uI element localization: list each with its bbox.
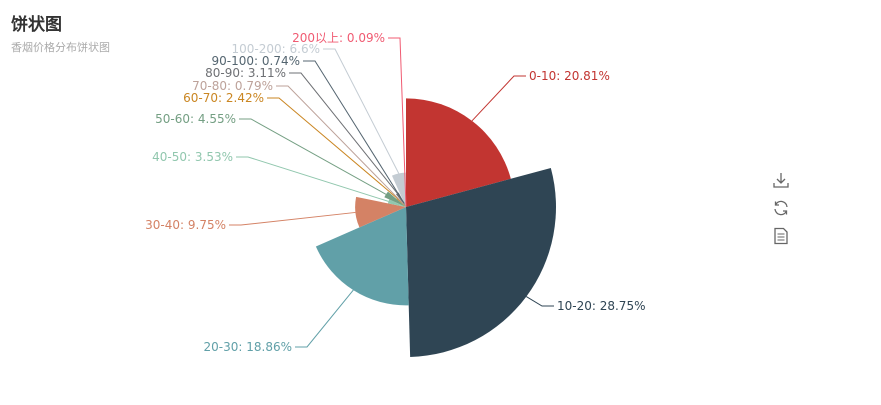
label-line (526, 296, 554, 307)
slice-label: 30-40: 9.75% (145, 218, 226, 232)
toolbox (771, 170, 791, 254)
pie-slice[interactable] (355, 196, 406, 228)
label-line (239, 118, 387, 195)
label-line (229, 211, 356, 226)
pie-slice[interactable] (315, 207, 409, 306)
slice-label: 20-30: 18.86% (204, 340, 292, 354)
slice-label: 70-80: 0.79% (192, 79, 273, 93)
slice-labels: 0-10: 20.81% 10-20: 28.75% 20-30: 18.86% 30… (145, 31, 645, 354)
slice-label: 40-50: 3.53% (152, 150, 233, 164)
slice-label: 50-60: 4.55% (155, 112, 236, 126)
pie-slice[interactable] (406, 98, 511, 207)
label-line (295, 289, 354, 348)
label-line (267, 97, 398, 199)
pie-slice[interactable] (384, 191, 406, 207)
label-line (323, 48, 400, 174)
slice-label: 200以上: 0.09% (292, 31, 385, 45)
pie-slice[interactable] (387, 199, 406, 207)
slice-label: 100-200: 6.6% (232, 42, 320, 56)
pie-slice[interactable] (403, 203, 406, 207)
label-lines (229, 37, 554, 348)
data-view-icon[interactable] (771, 226, 791, 246)
label-line (276, 85, 404, 205)
chart-subtitle: 香烟价格分布饼状图 (11, 41, 110, 54)
label-line (236, 156, 389, 202)
refresh-icon[interactable] (771, 198, 791, 218)
label-line (388, 37, 407, 207)
label-line (303, 60, 405, 204)
slice-label: 60-70: 2.42% (183, 91, 264, 105)
slice-label: 0-10: 20.81% (529, 69, 610, 83)
label-line (471, 75, 526, 122)
slice-label: 80-90: 3.11% (205, 66, 286, 80)
label-line (289, 72, 398, 194)
pie-slice[interactable] (391, 172, 406, 207)
pie-slice[interactable] (406, 167, 556, 357)
slice-label: 10-20: 28.75% (557, 299, 645, 313)
download-icon[interactable] (771, 170, 791, 190)
chart-title: 饼状图 (11, 15, 62, 35)
slice-label: 90-100: 0.74% (212, 54, 300, 68)
pie-slices (315, 98, 556, 357)
